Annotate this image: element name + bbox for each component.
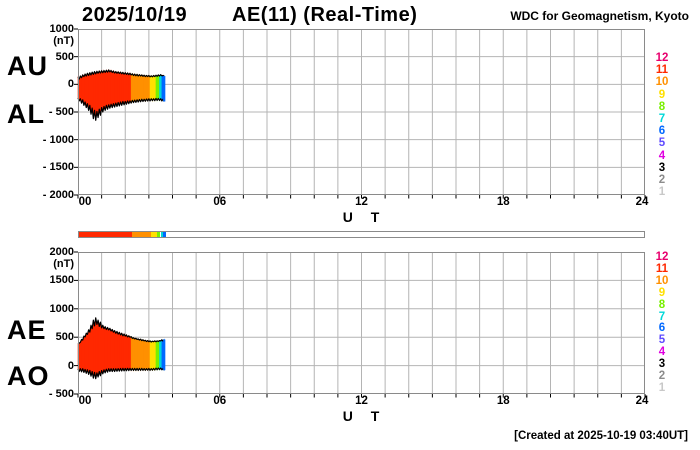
station-colorbar — [78, 231, 645, 238]
bottom-ut-label: U T — [342, 408, 387, 424]
bottom-station-count-4: 4 — [658, 346, 666, 359]
bottom-x-tick-label: 24 — [635, 395, 649, 407]
bottom-panel-svg — [74, 251, 646, 398]
bottom-station-count-9: 9 — [658, 286, 666, 299]
bottom-y-tick-label: 500 — [55, 331, 74, 344]
top-station-count-1: 1 — [658, 186, 666, 199]
bottom-station-count-7: 7 — [658, 310, 666, 323]
colorbar-segment-6 — [162, 232, 166, 237]
colorbar-segment-9 — [151, 232, 157, 237]
bottom-y-tick-label: 1500 — [49, 274, 74, 287]
plot-title: AE(11) (Real-Time) — [232, 4, 418, 26]
top-station-count-3: 3 — [658, 161, 666, 174]
bottom-station-count-6: 6 — [658, 322, 666, 335]
bottom-station-count-11: 11 — [655, 262, 669, 275]
bottom-station-count-8: 8 — [658, 298, 666, 311]
bottom-station-count-1: 1 — [658, 381, 666, 394]
ao-axis-label: AO — [7, 361, 50, 391]
bottom-y-tick-label: 2000 — [49, 246, 74, 258]
top-station-count-7: 7 — [658, 113, 666, 125]
top-panel-svg — [74, 28, 646, 199]
top-station-count-10: 10 — [655, 76, 669, 89]
plot-date: 2025/10/19 — [82, 4, 188, 26]
bottom-station-count-5: 5 — [658, 334, 666, 347]
top-y-tick-label: - 2000 — [42, 189, 74, 201]
bottom-x-tick-label: 00 — [78, 395, 92, 407]
top-station-count-12: 12 — [655, 52, 669, 64]
bottom-station-count-3: 3 — [658, 358, 666, 371]
top-x-tick-label: 18 — [496, 196, 510, 208]
colorbar-segment-7 — [160, 232, 163, 237]
top-station-count-5: 5 — [658, 137, 666, 150]
top-station-count-11: 11 — [655, 64, 669, 77]
colorbar-segment-11 — [79, 232, 133, 237]
bottom-y-tick-label: 0 — [67, 359, 74, 372]
top-station-count-2: 2 — [658, 174, 666, 186]
bottom-station-count-2: 2 — [658, 370, 666, 382]
au-axis-label: AU — [7, 51, 48, 81]
top-x-tick-label: 00 — [78, 196, 92, 208]
bottom-y-tick-label: 1000 — [49, 302, 74, 315]
top-station-count-4: 4 — [658, 149, 666, 162]
bottom-y-tick-label: - 500 — [48, 388, 74, 400]
bottom-station-count-10: 10 — [655, 274, 669, 287]
credit-label: WDC for Geomagnetism, Kyoto — [510, 9, 689, 23]
top-y-tick-label: - 500 — [48, 106, 74, 118]
colorbar-segment-10 — [132, 232, 152, 237]
top-station-count-8: 8 — [658, 100, 666, 113]
bottom-station-count-12: 12 — [655, 251, 669, 263]
top-y-tick-label: 0 — [67, 78, 74, 91]
top-unit-label: (nT) — [53, 35, 74, 47]
top-y-tick-label: 1000 — [49, 23, 74, 35]
top-y-tick-label: - 1000 — [42, 133, 74, 146]
top-x-tick-label: 24 — [635, 196, 649, 208]
bottom-x-tick-label: 18 — [496, 395, 510, 407]
ae-axis-label: AE — [7, 315, 47, 345]
bottom-unit-label: (nT) — [53, 258, 74, 270]
top-station-count-9: 9 — [658, 88, 666, 101]
bottom-x-tick-label: 06 — [213, 395, 227, 407]
top-y-tick-label: 500 — [55, 50, 74, 63]
top-ut-label: U T — [342, 209, 387, 225]
top-x-tick-label: 12 — [355, 196, 368, 208]
top-x-tick-label: 06 — [213, 196, 227, 208]
top-station-count-6: 6 — [658, 125, 666, 138]
bottom-x-tick-label: 12 — [355, 395, 368, 407]
colorbar-segment-8 — [156, 232, 161, 237]
created-timestamp: [Created at 2025-10-19 03:40UT] — [514, 430, 688, 442]
top-y-tick-label: - 1500 — [42, 161, 74, 174]
al-axis-label: AL — [7, 99, 45, 129]
